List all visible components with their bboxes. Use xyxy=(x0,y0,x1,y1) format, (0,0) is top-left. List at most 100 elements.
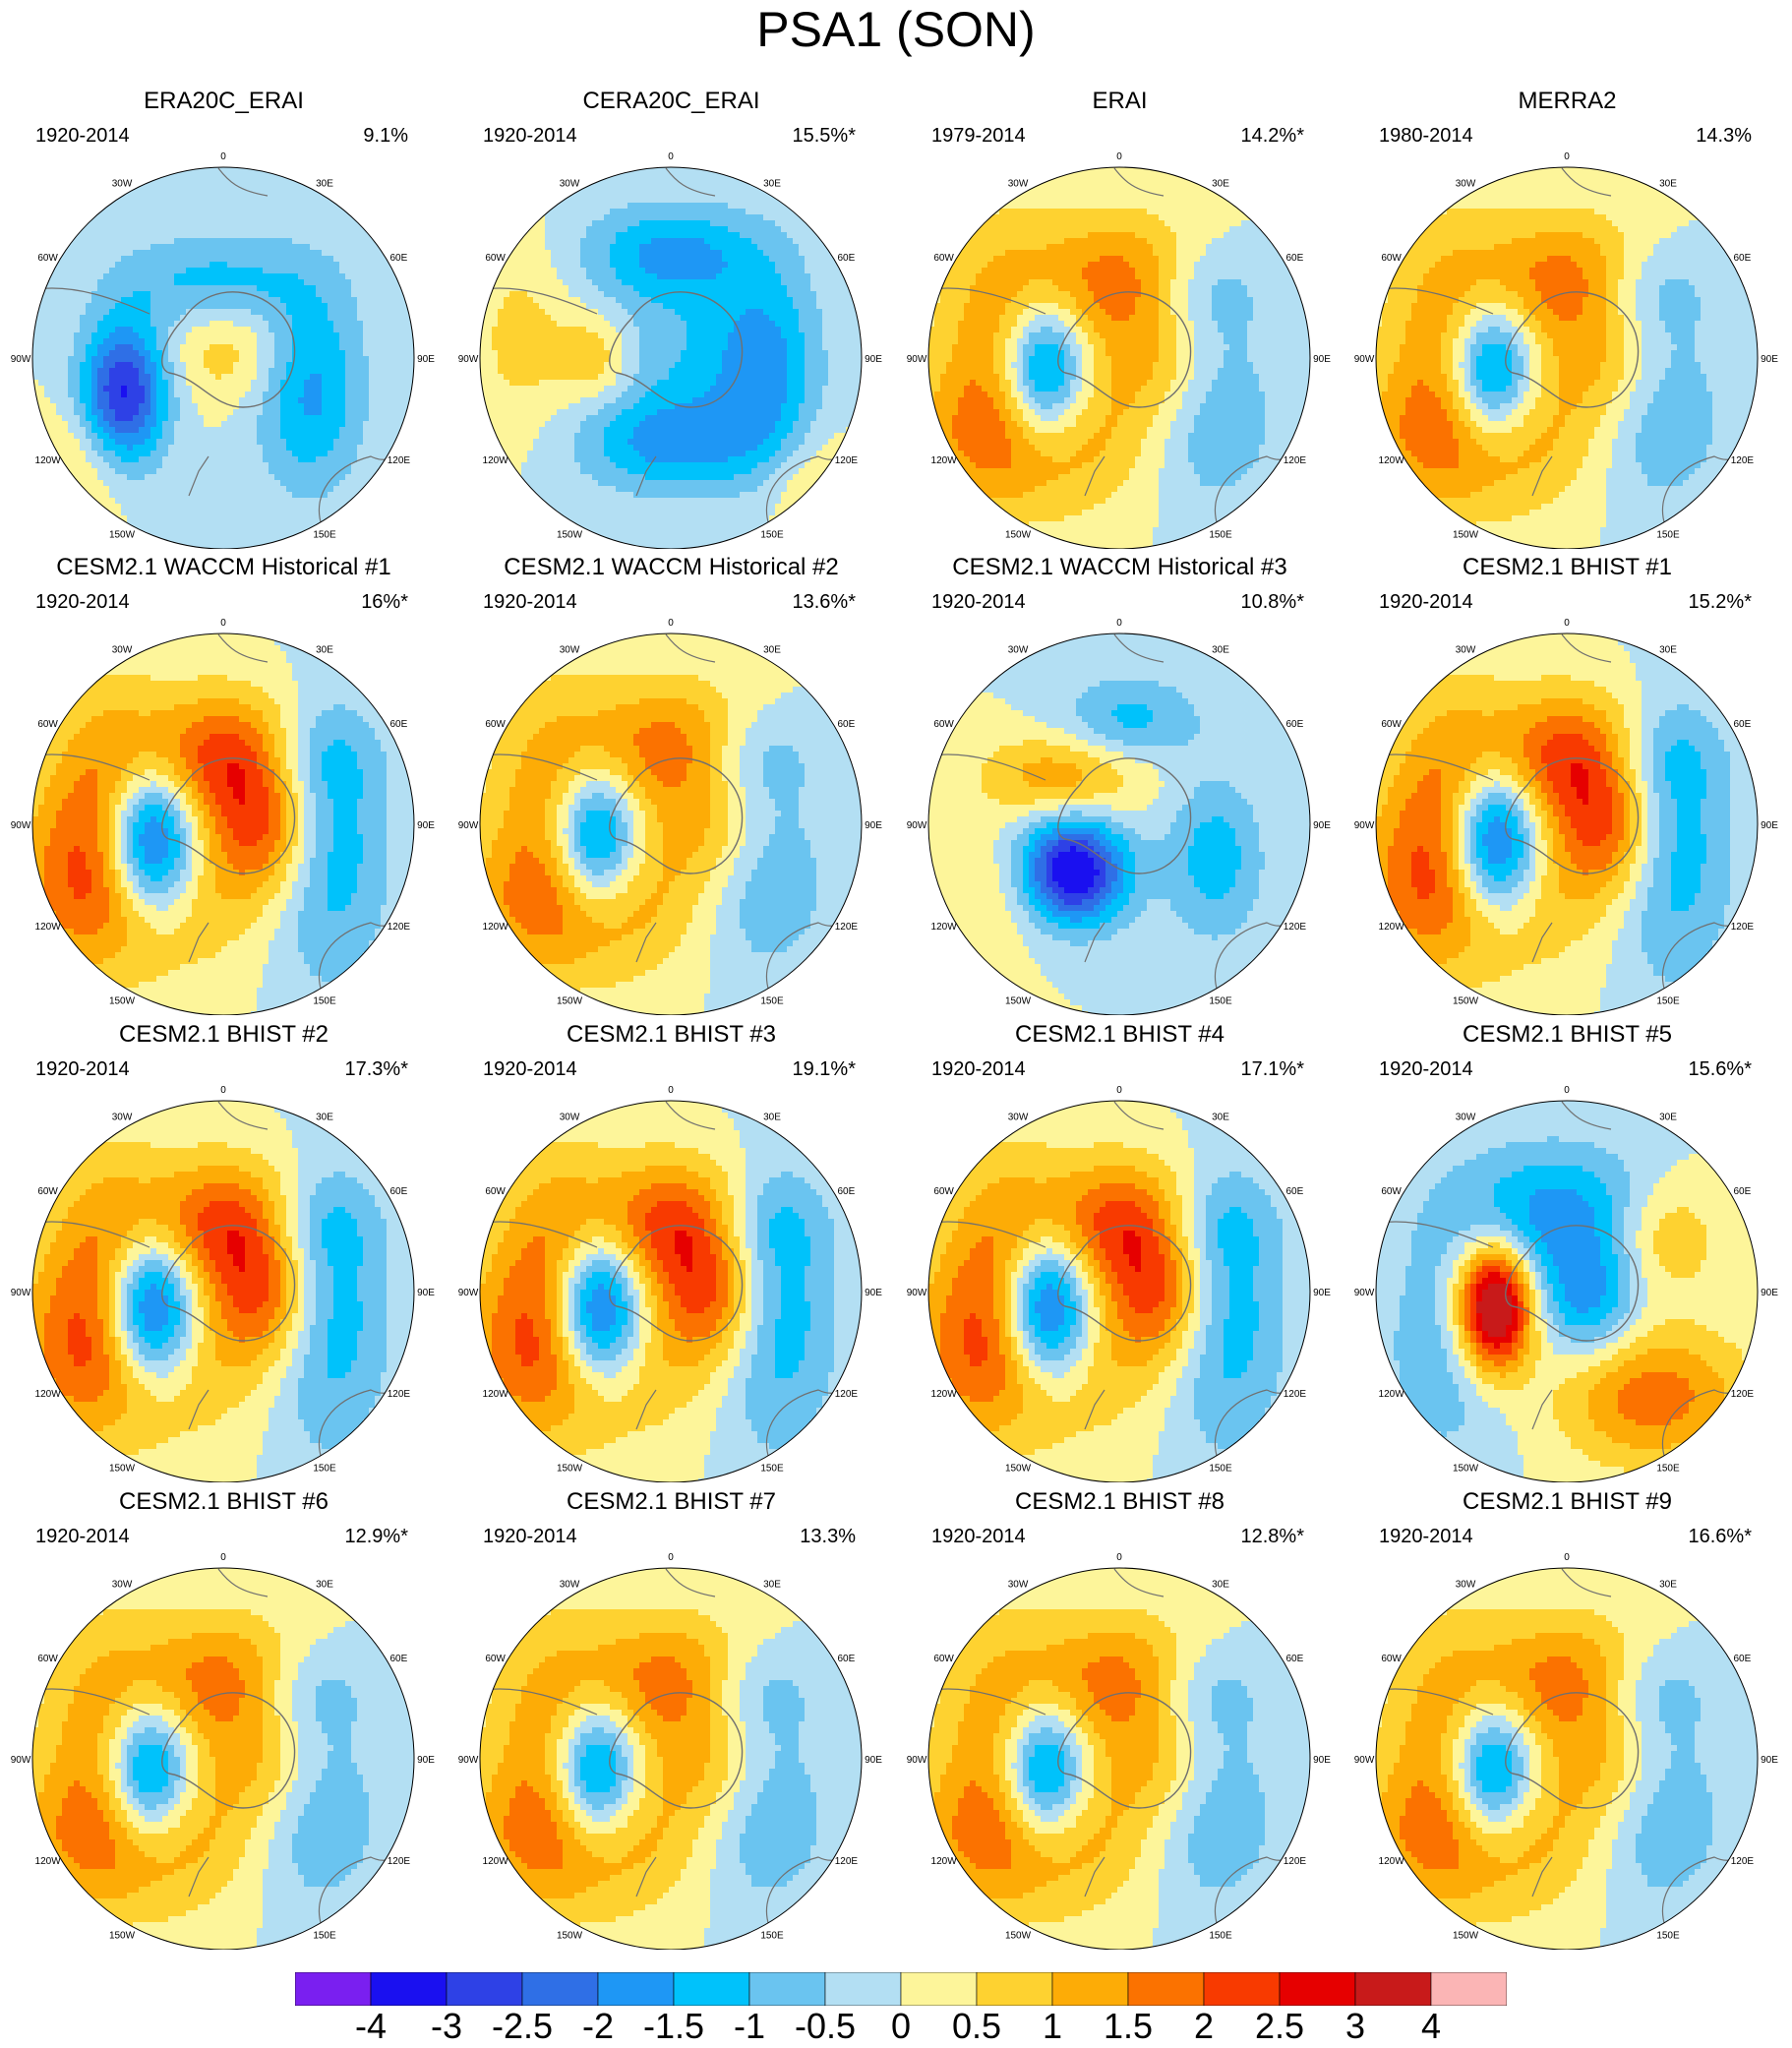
longitude-label: 150W xyxy=(1005,995,1032,1006)
longitude-label: 150E xyxy=(313,1463,336,1474)
africa-coastline xyxy=(665,167,716,197)
longitude-label: 30W xyxy=(560,179,580,190)
longitude-label: 30E xyxy=(1659,645,1677,656)
longitude-label: 60E xyxy=(838,1654,856,1664)
longitude-label: 150E xyxy=(313,1930,336,1941)
antarctica-coastline xyxy=(609,1692,744,1809)
longitude-label: 90W xyxy=(907,820,927,831)
anomaly-field xyxy=(1376,167,1758,549)
longitude-label: 120W xyxy=(483,922,509,933)
africa-coastline xyxy=(217,1568,269,1597)
map-border xyxy=(927,632,1311,1015)
longitude-label: 150E xyxy=(1209,1930,1232,1941)
panel-title: CESM2.1 BHIST #3 xyxy=(448,1020,895,1050)
panel-variance-percent: 19.1%* xyxy=(793,1057,857,1081)
longitude-label: 150E xyxy=(1209,529,1232,540)
longitude-label: 90E xyxy=(417,820,435,831)
antarctica-coastline xyxy=(161,1692,296,1809)
africa-coastline xyxy=(1113,633,1165,663)
south-america-coastline xyxy=(35,287,150,315)
longitude-label: 150W xyxy=(109,529,136,540)
longitude-label: 90E xyxy=(1761,354,1778,365)
south-america-coastline xyxy=(483,1221,598,1248)
longitude-label: 90E xyxy=(865,820,882,831)
new-zealand-coastline xyxy=(188,922,209,963)
longitude-label: 120E xyxy=(388,1389,411,1400)
longitude-label: 30W xyxy=(560,645,580,656)
colorbar-tick-label: 1.5 xyxy=(1104,2007,1153,2046)
south-america-coastline xyxy=(1379,1688,1494,1716)
africa-coastline xyxy=(217,1101,269,1130)
longitude-label: 90E xyxy=(417,1288,435,1298)
polar-map: 030E60E90E120E150E180150W120W90W60W30W xyxy=(458,618,882,1015)
new-zealand-coastline xyxy=(635,1389,657,1430)
longitude-label: 60W xyxy=(37,1654,58,1664)
map-border xyxy=(927,1100,1311,1482)
polar-map: 030E60E90E120E150E180150W120W90W60W30W xyxy=(1354,1552,1778,1950)
longitude-label: 90W xyxy=(1354,1288,1375,1298)
africa-coastline xyxy=(1561,1101,1612,1130)
map-border xyxy=(479,1567,863,1950)
panel-period: 1980-2014 xyxy=(1379,124,1473,148)
colorbar-swatch xyxy=(976,1972,1053,2006)
polar-map: 030E60E90E120E150E180150W120W90W60W30W xyxy=(458,151,882,549)
longitude-label: 30W xyxy=(1456,1580,1476,1591)
polar-map: 030E60E90E120E150E180150W120W90W60W30W xyxy=(907,151,1331,549)
longitude-label: 150W xyxy=(1453,995,1479,1006)
longitude-label: 90W xyxy=(907,1288,927,1298)
longitude-label: 150E xyxy=(760,995,784,1006)
longitude-label: 60E xyxy=(1286,253,1304,264)
panel-period: 1920-2014 xyxy=(483,1057,577,1081)
panel-variance-percent: 17.3%* xyxy=(345,1057,409,1081)
panel-period: 1920-2014 xyxy=(1379,1057,1473,1081)
longitude-label: 30E xyxy=(1659,179,1677,190)
panel-period: 1920-2014 xyxy=(483,1525,577,1548)
longitude-label: 150E xyxy=(1209,1463,1232,1474)
south-america-coastline xyxy=(483,1688,598,1716)
anomaly-field xyxy=(32,1568,414,1950)
antarctica-coastline xyxy=(609,757,744,874)
new-zealand-coastline xyxy=(188,455,209,497)
panel-title: ERA20C_ERAI xyxy=(0,87,448,116)
longitude-label: 120E xyxy=(1731,455,1755,466)
map-border xyxy=(1375,166,1759,549)
panel-variance-percent: 10.8%* xyxy=(1241,590,1305,614)
longitude-label: 60E xyxy=(390,719,408,730)
polar-map: 030E60E90E120E150E180150W120W90W60W30W xyxy=(11,618,435,1015)
longitude-label: 30W xyxy=(1008,179,1029,190)
colorbar-tick-label: -1.5 xyxy=(643,2007,704,2046)
panel-period: 1920-2014 xyxy=(483,590,577,614)
longitude-label: 30W xyxy=(1456,645,1476,656)
longitude-label: 120E xyxy=(1731,1389,1755,1400)
longitude-label: 60W xyxy=(37,253,58,264)
panel-title: CESM2.1 BHIST #6 xyxy=(0,1487,448,1517)
map-border xyxy=(927,1567,1311,1950)
longitude-label: 150E xyxy=(1656,1930,1680,1941)
longitude-label: 30E xyxy=(1212,179,1229,190)
longitude-label: 90E xyxy=(1313,820,1331,831)
new-zealand-coastline xyxy=(1531,922,1553,963)
panel-period: 1920-2014 xyxy=(35,124,130,148)
longitude-label: 120W xyxy=(35,1389,62,1400)
longitude-label: 120E xyxy=(1284,1856,1307,1867)
panel-variance-percent: 9.1% xyxy=(363,124,408,148)
panel-variance-percent: 14.3% xyxy=(1696,124,1752,148)
polar-map: 030E60E90E120E150E180150W120W90W60W30W xyxy=(1354,1085,1778,1482)
map-panel: CESM2.1 WACCM Historical #3 1920-2014 10.8… xyxy=(896,553,1344,1020)
longitude-label: 120W xyxy=(483,455,509,466)
longitude-label: 30W xyxy=(560,1113,580,1123)
new-zealand-coastline xyxy=(1531,1389,1553,1430)
anomaly-field xyxy=(480,633,862,1015)
longitude-label: 120E xyxy=(388,455,411,466)
map-panel: CESM2.1 WACCM Historical #2 1920-2014 13.6… xyxy=(448,553,895,1020)
panel-period: 1920-2014 xyxy=(35,590,130,614)
longitude-label: 120W xyxy=(1379,1856,1405,1867)
panel-variance-percent: 15.2%* xyxy=(1689,590,1753,614)
longitude-label: 150E xyxy=(1656,529,1680,540)
south-america-coastline xyxy=(931,287,1046,315)
south-america-coastline xyxy=(931,1221,1046,1248)
anomaly-field xyxy=(928,633,1310,1015)
africa-coastline xyxy=(665,633,716,663)
south-america-coastline xyxy=(35,1688,150,1716)
longitude-label: 60E xyxy=(1286,1186,1304,1197)
